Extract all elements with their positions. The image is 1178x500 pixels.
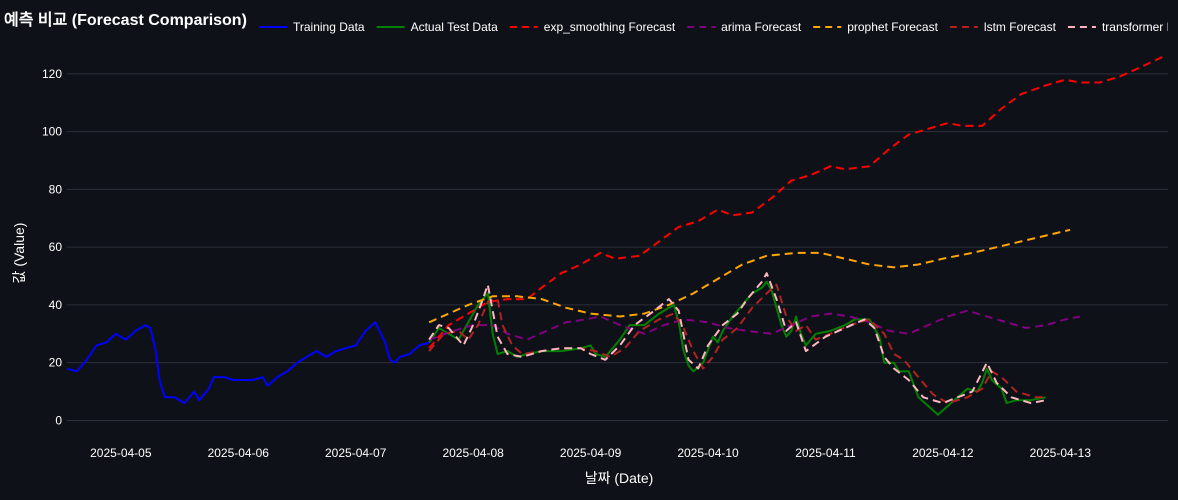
series-layer (66, 55, 1164, 416)
series-line-training-data (66, 321, 430, 405)
y-tick-label: 80 (49, 182, 63, 196)
series-line-prophet-forecast (428, 228, 1071, 324)
x-tick-label: 2025-04-12 (912, 446, 974, 460)
x-axis-title: 날짜 (Date) (585, 470, 654, 486)
legend-label: transformer Forecast (1102, 20, 1178, 34)
legend-label: lstm Forecast (984, 20, 1057, 34)
legend: Training Data Actual Test Data exp_smoothi… (259, 20, 1178, 34)
plot-area (66, 55, 1164, 416)
series-line-lstm-forecast (428, 283, 1046, 405)
x-tick-label: 2025-04-10 (677, 446, 739, 460)
gridlines (67, 73, 1168, 421)
y-axis-ticks: 0 20 40 60 80 100 120 (42, 67, 62, 428)
series-line-exp-smoothing-forecast (428, 55, 1164, 349)
chart-title: 예측 비교 (Forecast Comparison) (4, 11, 247, 29)
legend-label: Training Data (293, 20, 365, 34)
y-tick-label: 20 (49, 356, 63, 370)
x-tick-label: 2025-04-05 (90, 446, 152, 460)
legend-item[interactable]: transformer Forecast (1067, 20, 1178, 34)
legend-item[interactable]: arima Forecast (687, 20, 802, 34)
x-tick-label: 2025-04-08 (442, 446, 504, 460)
legend-item[interactable]: Training Data (259, 20, 365, 34)
y-tick-label: 100 (42, 125, 62, 139)
legend-label: Actual Test Data (411, 20, 498, 34)
y-tick-label: 60 (49, 240, 63, 254)
x-tick-label: 2025-04-07 (325, 446, 387, 460)
legend-item[interactable]: Actual Test Data (376, 20, 498, 34)
y-tick-label: 120 (42, 67, 62, 81)
x-tick-label: 2025-04-13 (1030, 446, 1092, 460)
x-axis-ticks: 2025-04-05 2025-04-06 2025-04-07 2025-04-08… (90, 446, 1091, 460)
x-tick-label: 2025-04-11 (795, 446, 856, 460)
y-tick-label: 0 (55, 413, 62, 427)
legend-item[interactable]: exp_smoothing Forecast (509, 20, 676, 34)
legend-item[interactable]: prophet Forecast (813, 20, 939, 34)
series-line-transformer-forecast (428, 272, 1046, 405)
legend-item[interactable]: lstm Forecast (949, 20, 1057, 34)
series-line-arima-forecast (428, 309, 1081, 341)
y-axis-title: 값 (Value) (11, 223, 27, 284)
y-tick-label: 40 (49, 298, 63, 312)
legend-label: arima Forecast (721, 20, 802, 34)
x-tick-label: 2025-04-06 (208, 446, 270, 460)
legend-label: exp_smoothing Forecast (544, 20, 676, 34)
legend-label: prophet Forecast (847, 20, 938, 34)
x-tick-label: 2025-04-09 (560, 446, 622, 460)
